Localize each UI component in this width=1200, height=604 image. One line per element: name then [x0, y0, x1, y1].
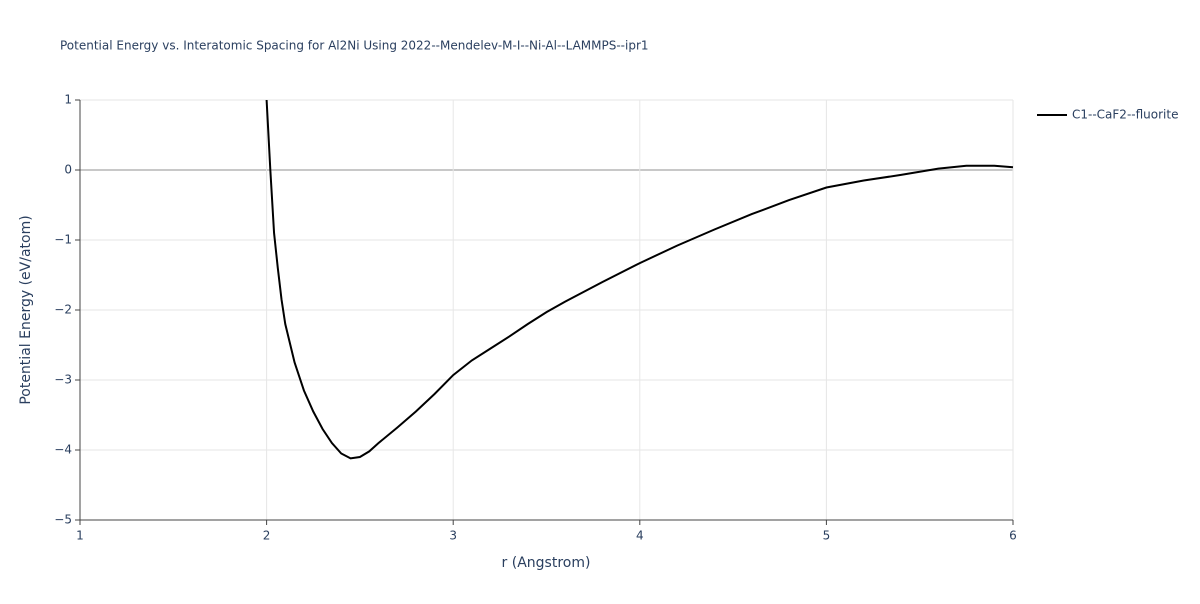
y-axis-title: Potential Energy (eV/atom)	[18, 215, 34, 404]
x-tick-label: 3	[449, 529, 457, 543]
y-tick-label: −4	[54, 443, 72, 457]
x-tick-label: 2	[263, 529, 271, 543]
x-tick-label: 5	[823, 529, 831, 543]
x-axis-title: r (Angstrom)	[502, 555, 591, 571]
y-tick-label: 0	[64, 163, 72, 177]
legend-label: C1--CaF2--fluorite	[1072, 108, 1178, 122]
x-tick-label: 1	[76, 529, 84, 543]
y-tick-label: −2	[54, 303, 72, 317]
x-tick-label: 4	[636, 529, 644, 543]
x-tick-label: 6	[1009, 529, 1017, 543]
line	[265, 99, 1014, 460]
y-tick-label: −3	[54, 373, 72, 387]
y-tick-label: −5	[54, 513, 72, 527]
y-tick-label: −1	[54, 233, 72, 247]
chart-title: Potential Energy vs. Interatomic Spacing…	[60, 39, 649, 53]
y-tick-label: 1	[64, 93, 72, 107]
